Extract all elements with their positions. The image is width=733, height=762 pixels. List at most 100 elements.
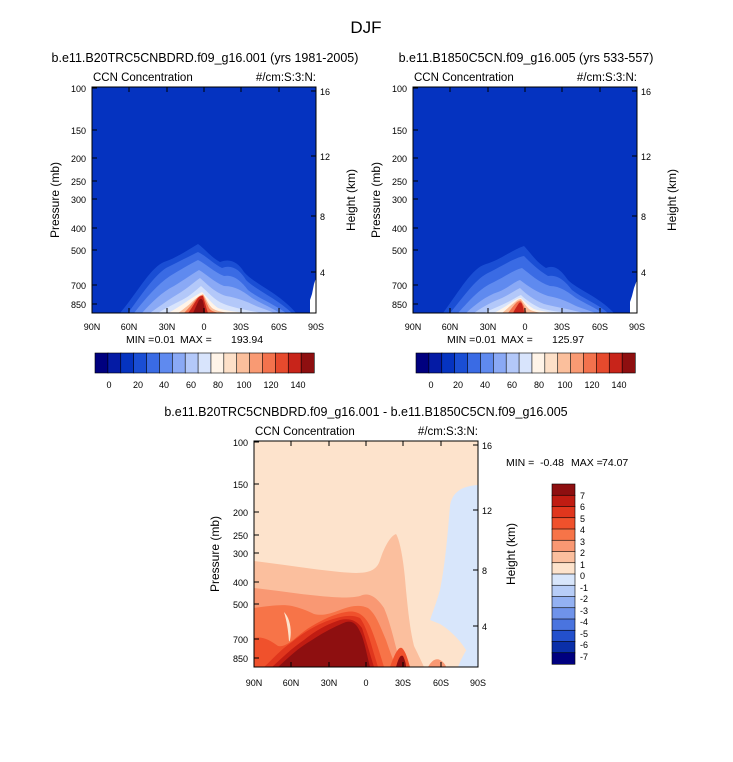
panel-3-colorbar-tick-label: 3 — [580, 537, 585, 547]
panel-3-height-tick-label: 4 — [482, 622, 487, 632]
panel-3-height-tick-label: 8 — [482, 566, 487, 576]
colorbar-swatch — [415, 352, 430, 374]
panel-2-ylabel-right: Height (km) — [665, 169, 679, 231]
panel-1-contour-field — [92, 87, 316, 313]
panel-1-ylabel: Pressure (mb) — [48, 162, 62, 238]
panel-2-colorbar-tick-label: 140 — [611, 380, 626, 390]
colorbar-swatch — [492, 352, 507, 374]
colorbar-swatch — [275, 352, 289, 374]
panel-2-contour-field — [413, 87, 637, 313]
panel-1-xtick-label: 60N — [121, 322, 138, 332]
panel-1-colorbar-tick-label: 100 — [236, 380, 251, 390]
panel-1-ytick-label: 400 — [71, 224, 86, 234]
panel-3-bottom-axis: 90N 60N 30N 0 30S 60S 90S — [246, 441, 486, 688]
panel-1-title: b.e11.B20TRC5CNBDRD.f09_g16.001 (yrs 198… — [52, 51, 359, 65]
panel-3-left-axis: 100 150 200 250 300 400 500 700 850 — [233, 438, 259, 664]
colorbar-swatch — [467, 352, 482, 374]
panel-2-units-label: #/cm:S:3:N: — [577, 72, 637, 84]
panel-1-xtick-label: 90N — [84, 322, 101, 332]
panel-2-colorbar-tick-label: 20 — [453, 380, 463, 390]
panel-1-max-label: MAX = — [180, 334, 212, 346]
panel-1-colorbar-tick-label: 20 — [133, 380, 143, 390]
colorbar-swatch — [557, 352, 572, 374]
panel-3-xtick-label: 60N — [283, 678, 300, 688]
colorbar-swatch — [146, 352, 161, 374]
panel-2-min-label: MIN = — [447, 334, 475, 346]
panel-3-contour-field — [254, 441, 478, 667]
panel-2-height-tick-label: 12 — [641, 152, 651, 162]
panel-3-xtick-label: 30S — [395, 678, 411, 688]
panel-3-colorbar-tick-label: 7 — [580, 491, 585, 501]
panel-2-stats: MIN = 0.01 MAX = 125.97 — [447, 334, 584, 346]
panel-1-units-label: #/cm:S:3:N: — [256, 72, 316, 84]
panel-3-colorbar — [551, 483, 576, 665]
panel-3-colorbar-tick-label: -5 — [580, 629, 588, 639]
colorbar-swatch — [570, 352, 585, 374]
panel-3-min-value: -0.48 — [540, 457, 564, 469]
colorbar-swatch — [454, 352, 469, 374]
panel-3-ytick-label: 100 — [233, 438, 248, 448]
panel-2-xtick-label: 90S — [629, 322, 645, 332]
panel-2-max-label: MAX = — [501, 334, 533, 346]
panel-2-colorbar-tick-label: 40 — [480, 380, 490, 390]
panel-3-xtick-label: 90S — [470, 678, 486, 688]
panel-2-colorbar-tick-label: 100 — [557, 380, 572, 390]
panel-2-colorbar-tick-label: 120 — [584, 380, 599, 390]
panel-2-xtick-label: 90N — [405, 322, 422, 332]
panel-2-xtick-label: 30N — [480, 322, 497, 332]
panel-3-ytick-label: 850 — [233, 654, 248, 664]
panel-1-colorbar-tick-label: 80 — [213, 380, 223, 390]
panel-3-ylabel-right: Height (km) — [504, 523, 518, 585]
colorbar-swatch — [184, 352, 199, 374]
colorbar-swatch — [583, 352, 597, 374]
panel-3-ytick-label: 700 — [233, 635, 248, 645]
panel-1-xtick-label: 60S — [271, 322, 287, 332]
panel-2-ytick-label: 300 — [392, 195, 407, 205]
panel-1-ytick-label: 300 — [71, 195, 86, 205]
panel-2-ytick-label: 850 — [392, 300, 407, 310]
panel-2-colorbar — [415, 352, 636, 374]
colorbar-swatch — [505, 352, 520, 374]
colorbar-swatch — [551, 528, 576, 541]
panel-1-ytick-label: 500 — [71, 246, 86, 256]
panel-3-title: b.e11.B20TRC5CNBDRD.f09_g16.001 - b.e11.… — [164, 405, 567, 419]
panel-2-min-value: 0.01 — [476, 334, 497, 346]
panel-3-xtick-label: 60S — [433, 678, 449, 688]
panel-2-ytick-label: 250 — [392, 177, 407, 187]
panel-3-height-tick-label: 16 — [482, 441, 492, 451]
panel-3: b.e11.B20TRC5CNBDRD.f09_g16.001 - b.e11.… — [164, 405, 628, 688]
panel-1-ytick-label: 700 — [71, 281, 86, 291]
colorbar-swatch — [441, 352, 456, 374]
panel-1-colorbar-tick-label: 40 — [159, 380, 169, 390]
panel-1-colorbar-tick-label: 60 — [186, 380, 196, 390]
colorbar-swatch — [551, 607, 576, 620]
panel-2-ytick-label: 400 — [392, 224, 407, 234]
colorbar-swatch — [551, 517, 576, 530]
panel-1-stats: MIN = 0.01 MAX = 193.94 — [126, 334, 263, 346]
panel-1-height-tick-label: 16 — [320, 87, 330, 97]
panel-1-xtick-label: 90S — [308, 322, 324, 332]
colorbar-swatch — [544, 352, 559, 374]
panel-3-ytick-label: 300 — [233, 549, 248, 559]
panel-1: b.e11.B20TRC5CNBDRD.f09_g16.001 (yrs 198… — [48, 51, 358, 390]
panel-1-min-label: MIN = — [126, 334, 154, 346]
colorbar-swatch — [197, 352, 212, 374]
colorbar-swatch — [94, 352, 109, 374]
panel-2-colorbar-tick-label: 60 — [507, 380, 517, 390]
panel-2-right-axis: 16 12 8 4 — [632, 87, 651, 278]
panel-3-colorbar-tick-label: 5 — [580, 514, 585, 524]
colorbar-swatch — [531, 352, 546, 374]
colorbar-swatch — [159, 352, 173, 374]
panel-1-colorbar-tick-label: 140 — [290, 380, 305, 390]
panel-2-ytick-label: 150 — [392, 126, 407, 136]
colorbar-swatch — [551, 562, 576, 575]
colorbar-swatch — [223, 352, 238, 374]
panel-1-colorbar — [94, 352, 315, 374]
panel-3-stats: MIN = -0.48 MAX = 74.07 — [506, 457, 628, 469]
panel-3-xtick-label: 30N — [321, 678, 338, 688]
panel-1-right-axis: 16 12 8 4 — [311, 87, 330, 278]
panel-1-xtick-label: 30S — [233, 322, 249, 332]
panel-2: b.e11.B1850C5CN.f09_g16.005 (yrs 533-557… — [369, 51, 679, 390]
panel-1-xtick-label: 0 — [201, 322, 206, 332]
colorbar-swatch — [428, 352, 443, 374]
